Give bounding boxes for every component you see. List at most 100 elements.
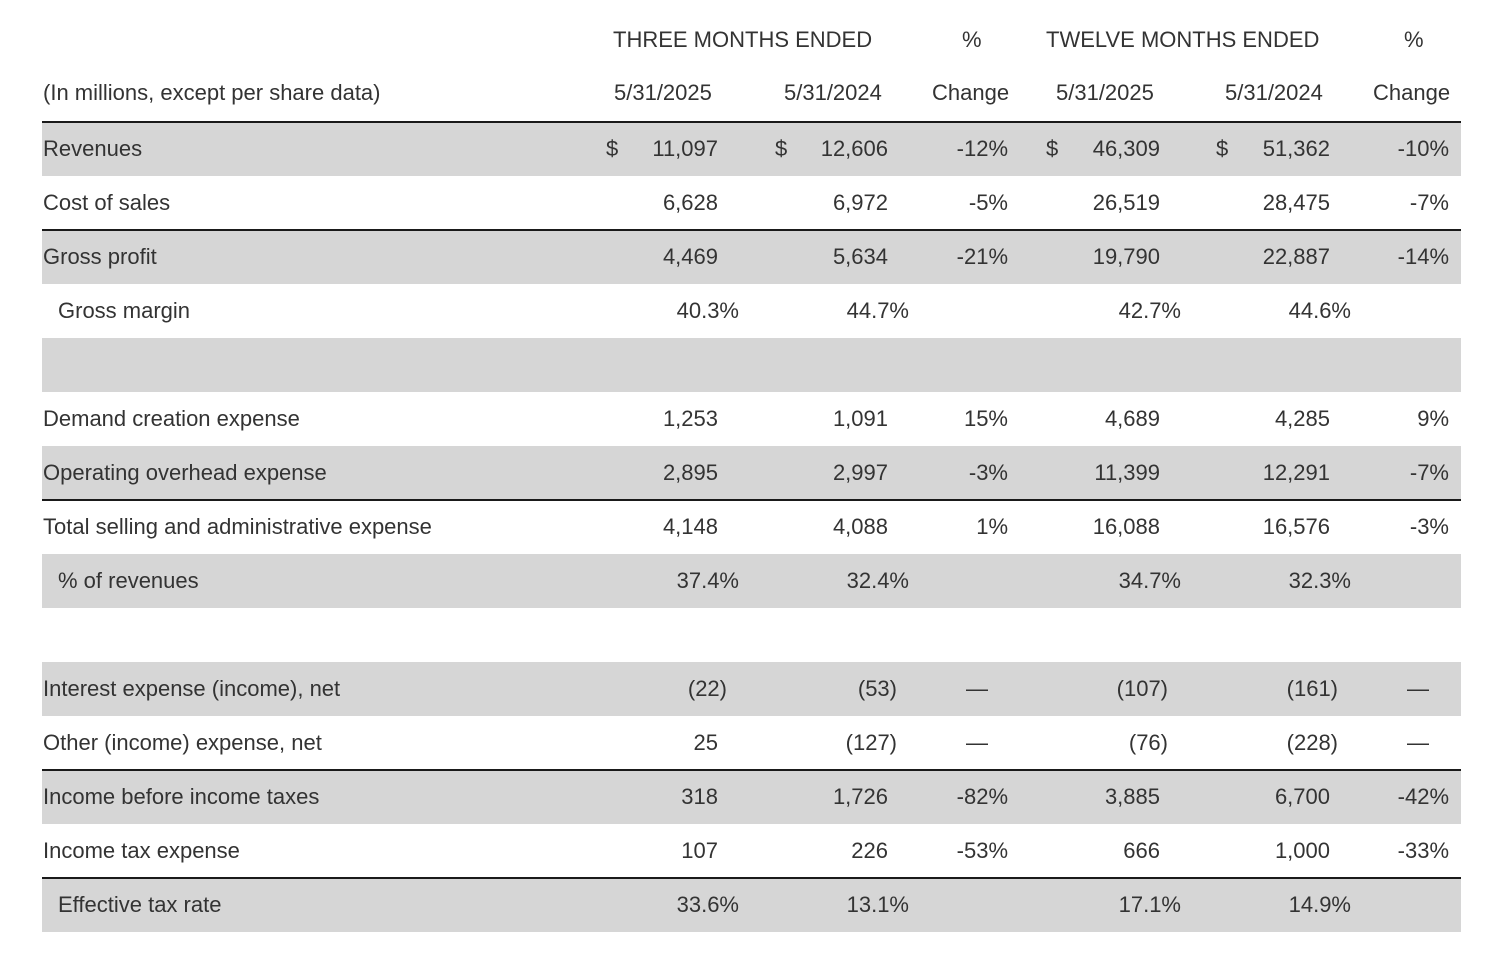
cell-y25: 16,088 — [1092, 514, 1160, 539]
cell-q24: 6,972 — [832, 190, 888, 215]
cell-y25: 19,790 — [1092, 244, 1160, 269]
row-label: Demand creation expense — [43, 406, 300, 431]
cell-qchg: -5% — [968, 190, 1008, 215]
cell-y24: 28,475 — [1262, 190, 1330, 215]
cell-qchg: 1% — [976, 514, 1008, 539]
row-label: Other (income) expense, net — [43, 730, 322, 755]
cell-q24: 44.7% — [846, 298, 909, 323]
cell-y24: 44.6% — [1288, 298, 1351, 323]
cell-ychg: — — [1407, 730, 1429, 755]
cell-q24: 2,997 — [832, 460, 888, 485]
cell-q25: 1,253 — [662, 406, 718, 431]
cell-ychg: -42% — [1397, 784, 1449, 809]
cell-q24: 13.1% — [846, 892, 909, 917]
table-row — [42, 446, 1461, 500]
cell-ychg: -10% — [1397, 136, 1449, 161]
cell-q25: 107 — [681, 838, 718, 863]
cell-y24: 32.3% — [1288, 568, 1351, 593]
cell-q25: 4,469 — [662, 244, 718, 269]
row-rule — [42, 877, 1461, 879]
cell-y25: 4,689 — [1104, 406, 1160, 431]
cell-q24 — [688, 608, 888, 662]
cell-q24: (127) — [845, 730, 897, 755]
header-change-2: Change — [1373, 80, 1451, 105]
row-label: Interest expense (income), net — [43, 676, 341, 701]
cell-qchg: -82% — [956, 784, 1008, 809]
row-label: Operating overhead expense — [43, 460, 327, 485]
cell-q25: 6,628 — [662, 190, 718, 215]
header-units: (In millions, except per share data) — [43, 80, 381, 105]
cell-y25: 26,519 — [1092, 190, 1160, 215]
cell-q24 — [688, 338, 888, 392]
cell-y25: 17.1% — [1118, 892, 1181, 917]
header-y-2025: 5/31/2025 — [1056, 80, 1154, 105]
cell-ychg: 9% — [1417, 406, 1449, 431]
cell-qchg — [908, 554, 1008, 608]
cell-y24: (228) — [1286, 730, 1338, 755]
row-label: Revenues — [43, 136, 143, 161]
table-row — [42, 662, 1461, 716]
cell-y24: 14.9% — [1288, 892, 1351, 917]
row-rule — [42, 769, 1461, 771]
row-rule — [42, 229, 1461, 231]
cell-ychg — [1349, 338, 1449, 392]
cell-y25: (76) — [1128, 730, 1168, 755]
cell-ychg: -7% — [1409, 190, 1449, 215]
cell-y25: 666 — [1123, 838, 1160, 863]
row-label: Total selling and administrative expense — [43, 514, 432, 539]
cell-ychg — [1349, 878, 1449, 932]
cell-qchg: -12% — [956, 136, 1008, 161]
dollar-sign: $ — [775, 136, 788, 161]
cell-ychg — [1349, 554, 1449, 608]
cell-y25: 11,399 — [1094, 460, 1160, 485]
cell-q25: (22) — [687, 676, 727, 701]
cell-q25: 25 — [693, 730, 718, 755]
row-label: Income tax expense — [43, 838, 240, 863]
cell-qchg: — — [966, 676, 988, 701]
cell-q24: 5,634 — [832, 244, 888, 269]
cell-qchg: -53% — [956, 838, 1008, 863]
dollar-sign: $ — [1216, 136, 1229, 161]
cell-y24: 22,887 — [1262, 244, 1330, 269]
header-change-1: Change — [932, 80, 1010, 105]
table-row — [42, 338, 1461, 392]
row-rule — [42, 121, 1461, 123]
row-label: Gross margin — [58, 298, 191, 323]
table-row — [42, 878, 1461, 932]
cell-q24: 32.4% — [846, 568, 909, 593]
row-label: % of revenues — [58, 568, 199, 593]
cell-y25: 46,309 — [1092, 136, 1160, 161]
cell-q24: 1,091 — [832, 406, 888, 431]
cell-y25: 3,885 — [1104, 784, 1160, 809]
cell-y24: 1,000 — [1274, 838, 1330, 863]
cell-q25: 11,097 — [652, 136, 718, 161]
cell-ychg — [1349, 284, 1449, 338]
row-label: Gross profit — [43, 244, 157, 269]
cell-q24: 226 — [851, 838, 888, 863]
cell-qchg: — — [966, 730, 988, 755]
cell-q25: 318 — [681, 784, 718, 809]
cell-qchg — [908, 338, 1008, 392]
cell-ychg: — — [1407, 676, 1429, 701]
cell-q24: (53) — [857, 676, 897, 701]
cell-qchg — [908, 608, 1008, 662]
cell-ychg: -33% — [1397, 838, 1449, 863]
cell-y24: 51,362 — [1262, 136, 1330, 161]
cell-ychg: -14% — [1397, 244, 1449, 269]
cell-q24: 4,088 — [832, 514, 888, 539]
cell-q25: 33.6% — [676, 892, 739, 917]
header-twelve-months: TWELVE MONTHS ENDED — [1046, 27, 1320, 52]
header-q-2024: 5/31/2024 — [784, 80, 882, 105]
row-rule — [42, 499, 1461, 501]
table-row — [42, 770, 1461, 824]
cell-y24 — [1130, 608, 1330, 662]
cell-y25: (107) — [1116, 676, 1168, 701]
header-pct-1: % — [962, 27, 982, 52]
dollar-sign: $ — [606, 136, 619, 161]
row-label: Income before income taxes — [43, 784, 320, 809]
cell-qchg — [908, 878, 1008, 932]
cell-q25: 37.4% — [676, 568, 739, 593]
header-y-2024: 5/31/2024 — [1225, 80, 1323, 105]
cell-q25: 4,148 — [662, 514, 718, 539]
row-label: Cost of sales — [43, 190, 171, 215]
